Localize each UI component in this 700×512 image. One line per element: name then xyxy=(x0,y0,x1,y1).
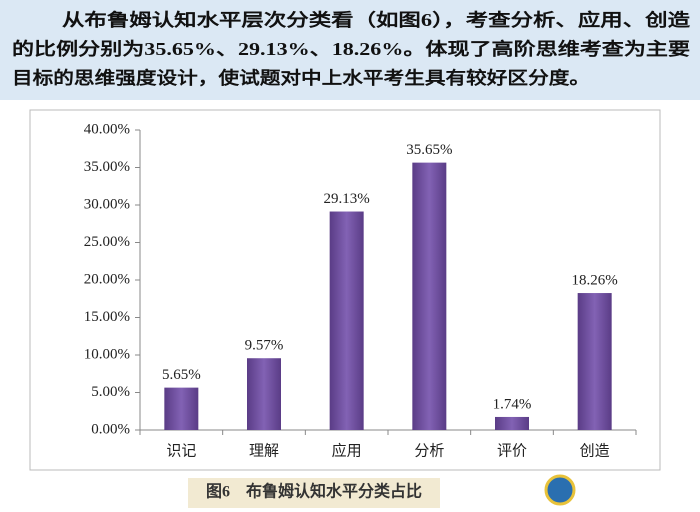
y-tick-label: 15.00% xyxy=(84,309,130,325)
bar xyxy=(247,358,281,430)
y-tick-label: 25.00% xyxy=(84,234,130,250)
x-tick-label: 识记 xyxy=(166,442,196,459)
y-tick-label: 10.00% xyxy=(84,346,130,362)
y-tick-label: 40.00% xyxy=(84,121,130,137)
x-tick-label: 评价 xyxy=(497,442,527,459)
y-tick-label: 30.00% xyxy=(84,196,130,212)
caption-box xyxy=(188,478,440,508)
bar xyxy=(329,211,364,430)
value-label: 9.57% xyxy=(245,338,284,354)
value-label: 1.74% xyxy=(493,396,532,412)
paragraph-line: 的比例分别为35.65%、29.13%、18.26%。体现了高阶思维考查为主要 xyxy=(12,39,690,59)
x-tick-label: 理解 xyxy=(249,442,279,459)
value-label: 35.65% xyxy=(406,142,452,158)
x-tick-label: 应用 xyxy=(332,441,362,459)
bar xyxy=(412,162,447,430)
watermark-logo xyxy=(544,474,576,506)
value-label: 29.13% xyxy=(324,191,370,207)
y-tick-label: 20.00% xyxy=(84,271,130,287)
bar xyxy=(577,293,612,430)
caption: 图6 布鲁姆认知水平分类占比 xyxy=(206,482,422,501)
value-label: 18.26% xyxy=(572,272,618,288)
value-label: 5.65% xyxy=(162,367,201,383)
y-tick-label: 5.00% xyxy=(91,384,130,400)
x-tick-label: 创造 xyxy=(580,442,610,459)
bar xyxy=(164,387,199,430)
chart: 0.00% 5.00% 10.00% 15.00% 20.00% 25.00% 30.00%… xyxy=(84,121,637,459)
paragraph-line: 目标的思维强度设计，使试题对中上水平考生具有较好区分度。 xyxy=(12,68,590,88)
paragraph-line: 从布鲁姆认知水平层次分类看（如图6），考查分析、应用、创造 xyxy=(62,10,691,30)
y-tick-label: 35.00% xyxy=(84,159,130,175)
y-tick-label: 0.00% xyxy=(91,421,130,437)
x-tick-label: 分析 xyxy=(414,442,444,459)
paragraph-box xyxy=(0,0,700,100)
bar xyxy=(495,416,529,430)
